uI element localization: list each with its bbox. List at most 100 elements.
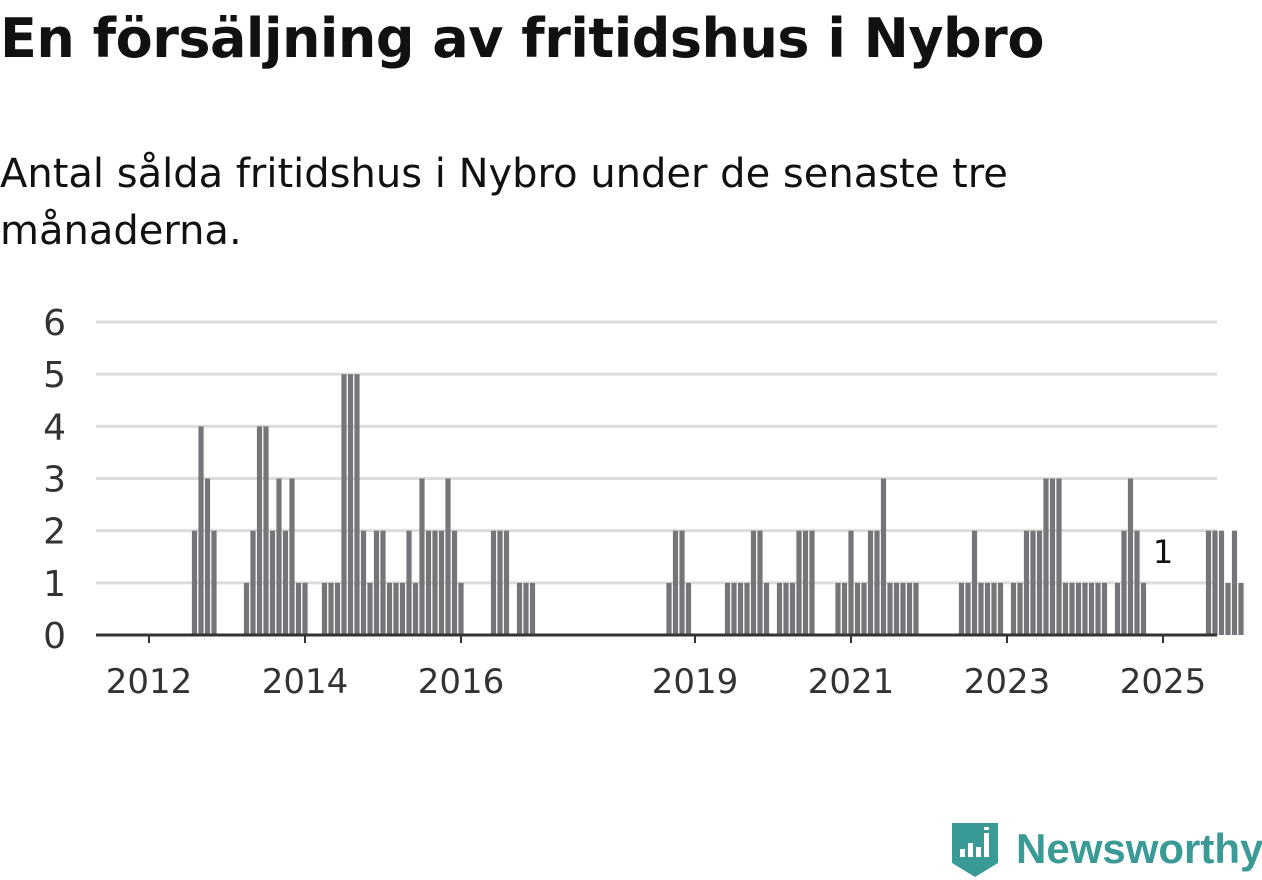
bar — [191, 530, 198, 635]
x-tick-label: 2023 — [964, 662, 1051, 702]
bar — [497, 530, 503, 635]
bar — [516, 582, 523, 635]
bar — [445, 478, 451, 635]
bar — [809, 530, 815, 635]
bar — [328, 582, 334, 635]
bar — [1095, 582, 1101, 635]
bar — [861, 582, 867, 635]
bar — [1212, 530, 1218, 635]
x-tick-label: 2012 — [106, 662, 193, 702]
bar — [900, 582, 906, 635]
bar — [256, 426, 263, 635]
grid-lines — [96, 320, 1217, 585]
bar — [1062, 582, 1069, 635]
bar — [789, 582, 796, 635]
bars — [191, 374, 1244, 635]
bar — [276, 478, 282, 635]
y-tick-label: 3 — [43, 460, 66, 501]
y-tick-label: 2 — [43, 512, 66, 553]
bar — [263, 426, 269, 635]
bar — [1205, 530, 1212, 635]
bar — [354, 374, 360, 635]
bar — [984, 582, 991, 635]
bar — [835, 582, 841, 635]
bar — [432, 530, 438, 635]
bar — [802, 530, 809, 635]
chart-title: En försäljning av fritidshus i Nybro — [0, 7, 1044, 70]
newsworthy-brand: Newsworthy — [950, 818, 1262, 880]
bar — [1043, 478, 1049, 635]
bar — [1140, 582, 1147, 635]
x-tick-label: 2021 — [808, 662, 895, 702]
bar — [906, 582, 913, 635]
bar — [347, 374, 354, 635]
bar-chart: 0 1 2 3 4 5 6 2012 2014 2016 2019 2021 2023 2025 1 — [43, 303, 1244, 702]
bar — [360, 530, 367, 635]
bar — [913, 582, 919, 635]
x-tick-label: 2016 — [418, 662, 505, 702]
brand-name: Newsworthy — [1016, 825, 1262, 872]
bar — [282, 530, 289, 635]
newsworthy-bar-chart-badge-icon — [952, 823, 998, 877]
bar — [523, 582, 529, 635]
x-tick-label: 2019 — [652, 662, 739, 702]
bar — [848, 530, 854, 635]
bar — [490, 530, 497, 635]
bar — [204, 478, 211, 635]
bar — [386, 582, 393, 635]
bar — [451, 530, 458, 635]
bar — [334, 582, 341, 635]
bar — [295, 582, 302, 635]
bar — [783, 582, 789, 635]
bar — [750, 530, 757, 635]
bar — [269, 530, 276, 635]
bar — [1082, 582, 1088, 635]
bar — [380, 530, 386, 635]
bar — [958, 582, 965, 635]
y-tick-label: 4 — [43, 407, 66, 448]
bar — [731, 582, 737, 635]
bar — [503, 530, 510, 635]
bar — [1010, 582, 1017, 635]
x-axis-ticks: 2012 2014 2016 2019 2021 2023 2025 — [106, 635, 1207, 702]
bar — [1238, 582, 1244, 635]
bar — [302, 582, 308, 635]
bar — [1231, 530, 1238, 635]
bar — [438, 530, 445, 635]
y-axis-ticks: 0 1 2 3 4 5 6 — [43, 303, 66, 657]
bar — [757, 530, 763, 635]
bar — [1088, 582, 1095, 635]
bar — [341, 374, 347, 635]
y-tick-label: 6 — [43, 303, 66, 344]
bar — [321, 582, 328, 635]
bar — [1017, 582, 1023, 635]
bar — [1049, 478, 1056, 635]
bar — [685, 582, 692, 635]
bar — [243, 582, 250, 635]
bar — [991, 582, 997, 635]
bar — [867, 530, 874, 635]
x-tick-label: 2025 — [1120, 662, 1207, 702]
bar — [373, 530, 380, 635]
bar — [679, 530, 685, 635]
bar — [1023, 530, 1030, 635]
bar — [854, 582, 861, 635]
bar — [841, 582, 848, 635]
bar — [874, 530, 880, 635]
bar — [1030, 530, 1036, 635]
bar — [1225, 582, 1231, 635]
bar — [289, 478, 295, 635]
bar — [250, 530, 256, 635]
bar — [406, 530, 412, 635]
bar — [419, 478, 425, 635]
bar — [529, 582, 536, 635]
x-tick-label: 2014 — [262, 662, 349, 702]
y-tick-label: 1 — [43, 564, 66, 605]
bar — [893, 582, 900, 635]
bar — [776, 582, 783, 635]
bar — [666, 582, 672, 635]
bar — [796, 530, 802, 635]
bar — [965, 582, 971, 635]
bar — [971, 530, 978, 635]
bar — [1056, 478, 1062, 635]
